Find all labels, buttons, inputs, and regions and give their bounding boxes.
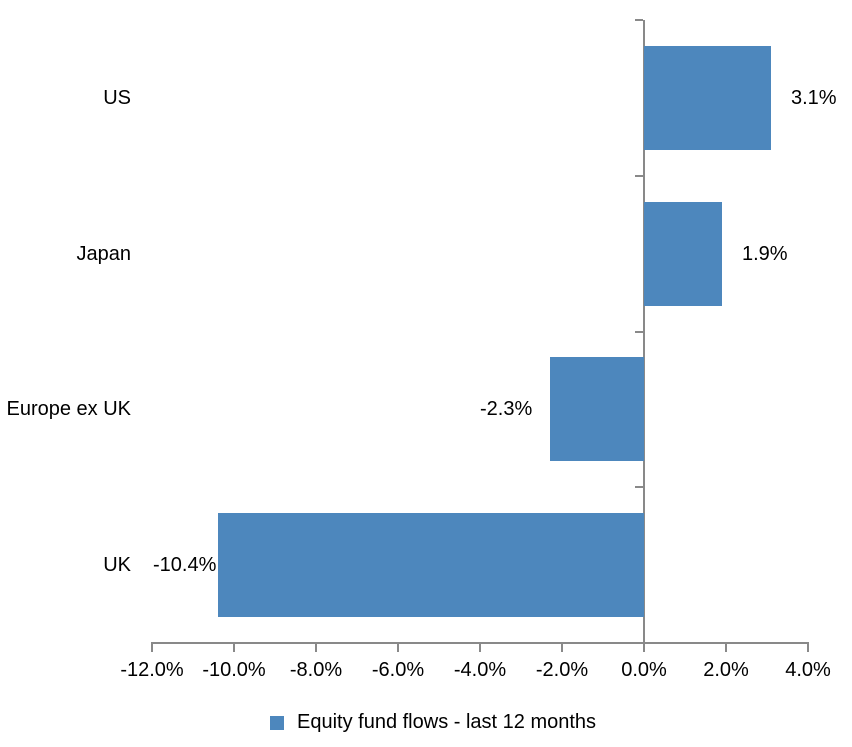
x-tick-label-8-0: -8.0% — [289, 659, 343, 681]
y-axis-tick — [635, 19, 643, 21]
y-axis-tick — [635, 175, 643, 177]
bar-us — [644, 46, 771, 150]
y-axis-tick — [635, 331, 643, 333]
plot-area: -12.0% -10.0% -8.0% -6.0% -4.0% -2.0% 0.0% 2.0%… — [6, 19, 837, 681]
x-tick-label-0-0: 0.0% — [621, 659, 667, 681]
x-axis-tick — [151, 643, 153, 652]
bar-europe-ex-uk — [550, 357, 644, 461]
data-label-japan: 1.9% — [742, 243, 788, 265]
x-tick-label-2-0: -2.0% — [535, 659, 589, 681]
x-tick-label-2-0: 2.0% — [703, 659, 749, 681]
x-axis-tick — [233, 643, 235, 652]
legend-label: Equity fund flows - last 12 months — [297, 711, 597, 733]
x-axis-tick — [397, 643, 399, 652]
x-axis-tick — [561, 643, 563, 652]
x-axis-tick — [643, 643, 645, 652]
x-tick-label-10-0: -10.0% — [202, 659, 266, 681]
x-axis-tick — [725, 643, 727, 652]
x-tick-label-4-0: 4.0% — [785, 659, 831, 681]
legend: Equity fund flows - last 12 months — [270, 711, 596, 734]
data-label-us: 3.1% — [791, 87, 837, 109]
bar-uk — [218, 513, 644, 617]
x-axis-tick — [479, 643, 481, 652]
category-label-us: US — [103, 87, 131, 109]
x-tick-label-4-0: -4.0% — [453, 659, 507, 681]
bar-japan — [644, 202, 722, 306]
data-label-europe-ex-uk: -2.3% — [480, 398, 533, 420]
category-label-japan: Japan — [76, 243, 132, 265]
x-tick-label-12-0: -12.0% — [120, 659, 184, 681]
y-axis-tick — [635, 486, 643, 488]
x-axis-tick — [315, 643, 317, 652]
legend-swatch-icon — [270, 715, 284, 730]
x-tick-label-6-0: -6.0% — [371, 659, 425, 681]
y-axis-line — [643, 20, 645, 652]
category-label-europe-ex-uk: Europe ex UK — [6, 398, 131, 420]
category-label-uk: UK — [103, 554, 131, 576]
x-axis-tick — [807, 643, 809, 652]
data-label-uk: -10.4% — [153, 554, 217, 576]
